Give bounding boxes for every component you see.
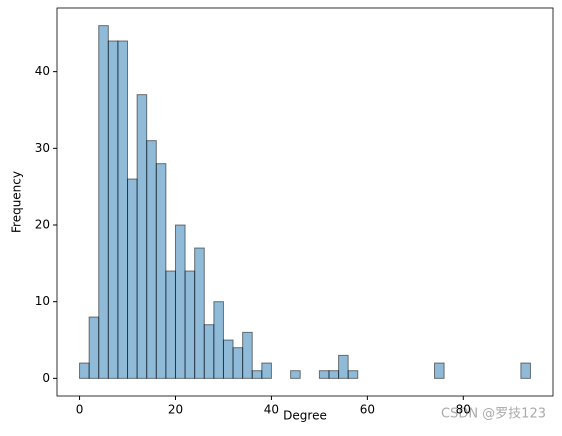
bar [98,25,109,379]
bar [222,339,234,379]
bar [261,362,272,379]
bar [242,331,253,379]
bar [251,370,263,379]
bar [136,94,148,379]
x-tick-label: 20 [168,403,183,417]
bar [328,370,340,379]
bar [107,40,119,379]
bar [213,301,224,379]
x-axis-label: Degree [283,409,327,423]
bar [117,40,129,379]
bar [88,316,100,379]
x-tick-label: 40 [264,403,279,417]
bar [520,362,531,379]
bar [165,270,176,379]
bar [203,324,215,379]
bar [146,140,157,379]
y-tick-label: 10 [35,294,50,308]
y-tick-label: 0 [42,371,50,385]
bar [174,224,186,379]
y-tick-label: 20 [35,218,50,232]
x-tick-label: 0 [76,403,84,417]
y-tick-label: 30 [35,141,50,155]
watermark: CSDN @罗技123 [441,407,546,422]
y-axis-label: Frequency [10,171,24,233]
bar [290,370,301,379]
bar [79,362,90,379]
bar [434,362,445,379]
x-tick-label: 60 [360,403,375,417]
bar [184,270,196,379]
bar [155,163,167,379]
bar [194,247,205,379]
bar [347,370,359,379]
bar [338,354,349,379]
y-tick-label: 40 [35,64,50,78]
bar [318,370,330,379]
bar [232,347,244,379]
plot-frame [56,7,554,397]
bar [127,178,138,379]
x-tick-label: 80 [456,403,471,417]
